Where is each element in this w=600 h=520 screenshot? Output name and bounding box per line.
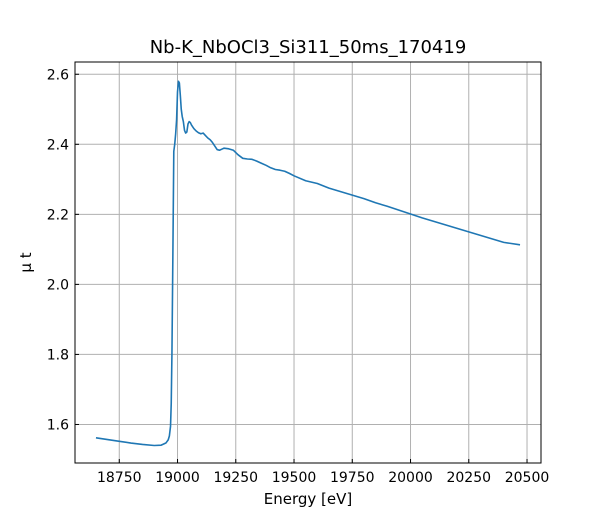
- grid: [75, 62, 541, 463]
- series-layer: [95, 80, 521, 447]
- ticks: 18750 19000 19250 19500 19750 20000 20250 20500…: [47, 67, 550, 486]
- y-tick-label: 2.4: [47, 137, 69, 153]
- chart-title: Nb-K_NbOCl3_Si311_50ms_170419: [150, 37, 467, 58]
- x-axis-title: Energy [eV]: [264, 490, 352, 508]
- x-tick-label: 19000: [155, 470, 200, 486]
- x-tick-label: 20500: [505, 470, 550, 486]
- x-tick-label: 19250: [213, 470, 258, 486]
- y-tick-label: 1.8: [47, 347, 69, 363]
- x-tick-label: 19750: [330, 470, 375, 486]
- plot-frame: [74, 61, 542, 464]
- x-tick-label: 20250: [446, 470, 491, 486]
- x-tick-label: 18750: [97, 470, 142, 486]
- y-tick-label: 2.0: [47, 277, 69, 293]
- y-tick-label: 1.6: [47, 417, 69, 433]
- x-tick-label: 20000: [388, 470, 433, 486]
- series-line: [95, 80, 521, 447]
- x-tick-label: 19500: [272, 470, 317, 486]
- y-tick-label: 2.2: [47, 207, 69, 223]
- y-tick-label: 2.6: [47, 67, 69, 83]
- y-axis-title: μ t: [17, 252, 35, 272]
